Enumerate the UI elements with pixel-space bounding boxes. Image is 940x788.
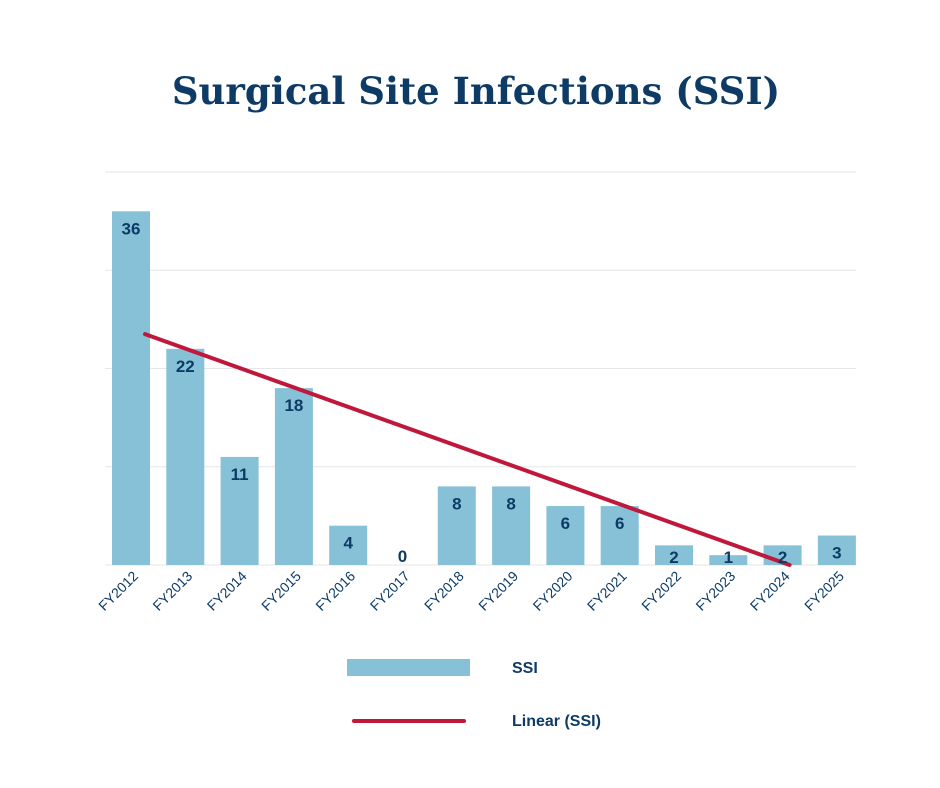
x-tick-label: FY2013 xyxy=(149,568,195,614)
x-tick-label: FY2017 xyxy=(367,568,413,614)
x-tick-label: FY2015 xyxy=(258,568,304,614)
x-tick-label: FY2020 xyxy=(530,568,576,614)
x-axis-ticks: FY2012 FY2013 FY2014 FY2015 FY2016 FY2017 FY20… xyxy=(95,568,847,614)
bar-FY2025 xyxy=(817,535,856,565)
bar-value-label: 22 xyxy=(176,357,195,376)
x-tick-label: FY2019 xyxy=(475,568,521,614)
bar-value-label: 6 xyxy=(615,514,624,533)
bar-FY2022 xyxy=(655,545,693,565)
legend: SSI Linear (SSI) xyxy=(347,659,601,730)
bar-FY2016 xyxy=(329,525,368,565)
x-tick-label: FY2016 xyxy=(312,568,358,614)
bar-FY2023 xyxy=(709,555,748,565)
bar-FY2012 xyxy=(112,211,150,566)
x-tick-label: FY2023 xyxy=(692,568,738,614)
bar-value-label: 6 xyxy=(561,514,570,533)
legend-swatch-ssi xyxy=(347,659,470,676)
bar-FY2014 xyxy=(220,456,259,565)
bar-value-label: 11 xyxy=(231,465,249,484)
bar-FY2021 xyxy=(600,506,639,565)
bar-value-label: 36 xyxy=(122,219,141,238)
x-tick-label: FY2012 xyxy=(95,568,141,614)
bar-FY2018 xyxy=(437,486,476,565)
bar-value-label: 2 xyxy=(778,548,787,567)
x-tick-label: FY2022 xyxy=(638,568,684,614)
bar-value-label: 4 xyxy=(343,534,353,553)
bars xyxy=(112,211,856,566)
x-tick-label: FY2018 xyxy=(421,568,467,614)
bar-value-label: 1 xyxy=(724,548,733,567)
x-tick-label: FY2025 xyxy=(801,568,847,614)
bar-value-label: 2 xyxy=(669,548,678,567)
bar-FY2020 xyxy=(546,506,585,565)
legend-label-ssi: SSI xyxy=(512,660,538,677)
bar-value-label: 18 xyxy=(284,396,303,415)
bar-value-label: 8 xyxy=(506,494,515,513)
bar-value-label: 8 xyxy=(452,494,461,513)
x-tick-label: FY2014 xyxy=(204,568,250,614)
legend-label-linear: Linear (SSI) xyxy=(512,713,601,730)
bar-value-label: 3 xyxy=(832,544,841,563)
bar-labels: 36 22 11 18 4 0 8 8 6 6 2 1 2 3 xyxy=(122,219,842,567)
trendline-group xyxy=(143,332,792,567)
trendline xyxy=(143,332,792,567)
x-tick-label: FY2021 xyxy=(584,568,630,614)
bar-value-label: 0 xyxy=(398,547,407,566)
bar-FY2019 xyxy=(492,486,531,565)
bar-FY2015 xyxy=(274,388,313,565)
gridlines xyxy=(105,171,856,566)
x-tick-label: FY2024 xyxy=(747,568,793,614)
bar-FY2013 xyxy=(166,348,205,565)
chart-title: Surgical Site Infections (SSI) xyxy=(172,69,780,113)
